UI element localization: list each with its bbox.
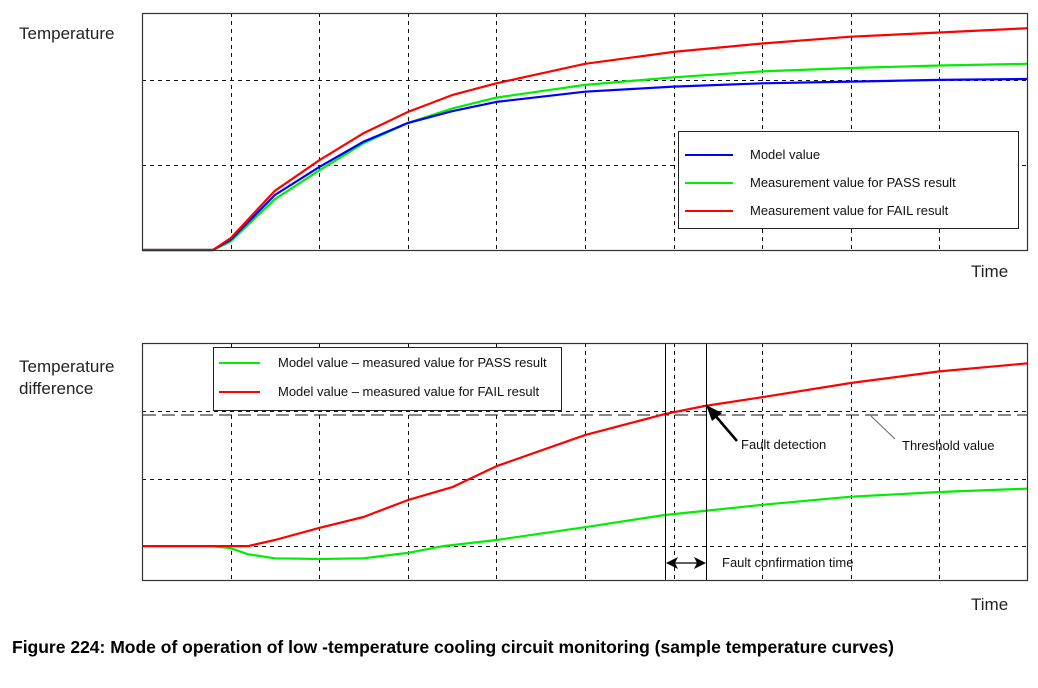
y-axis-label-line-2: difference [19, 379, 93, 398]
series-line-measurement-value-for-fail-result [142, 27, 1029, 252]
series-line-model-value-measured-value-for-pass-result [142, 487, 1029, 561]
temperature-difference-chart-frame [141, 342, 1029, 582]
temperature-difference-y-axis-label: Temperature difference [19, 357, 119, 398]
legend-label-pass: Measurement value for PASS result [750, 175, 956, 190]
series-line-model-value [142, 77, 1029, 252]
figure-caption: Figure 224: Mode of operation of low -te… [12, 637, 894, 657]
legend-label-fail: Measurement value for FAIL result [750, 203, 949, 218]
legend-label-fail: Model value – measured value for FAIL re… [278, 384, 539, 399]
temperature-chart: Temperature Time Model value Measurement… [19, 12, 1029, 281]
temperature-y-axis-label: Temperature [19, 24, 114, 43]
temperature-chart-frame [141, 12, 1029, 252]
legend-box [213, 347, 562, 411]
fault-detection-label: Fault detection [741, 437, 826, 452]
threshold-pointer-line [870, 415, 896, 440]
temperature-x-axis-label: Time [971, 262, 1008, 281]
threshold-value-label: Threshold value [902, 438, 995, 453]
temperature-chart-legend: Model value Measurement value for PASS r… [678, 131, 1019, 229]
series-line-model-value-measured-value-for-fail-result [142, 362, 1029, 548]
temperature-difference-x-axis-label: Time [971, 595, 1008, 614]
legend-box [678, 131, 1019, 229]
temperature-difference-chart-legend: Model value – measured value for PASS re… [213, 347, 562, 411]
temperature-difference-chart: Temperature difference Time Fault confir… [19, 342, 1029, 614]
fault-detection-arrow-icon [706, 405, 738, 442]
temperature-difference-chart-series [142, 362, 1029, 561]
legend-label-model: Model value [750, 147, 820, 162]
fault-confirmation-double-arrow [666, 557, 706, 569]
legend-label-pass: Model value – measured value for PASS re… [278, 355, 547, 370]
y-axis-label-line-1: Temperature [19, 357, 114, 376]
fault-confirmation-time-label: Fault confirmation time [722, 555, 854, 570]
series-line-measurement-value-for-pass-result [142, 62, 1029, 252]
temperature-difference-chart-grid [142, 343, 1028, 580]
temperature-chart-series [142, 27, 1029, 252]
